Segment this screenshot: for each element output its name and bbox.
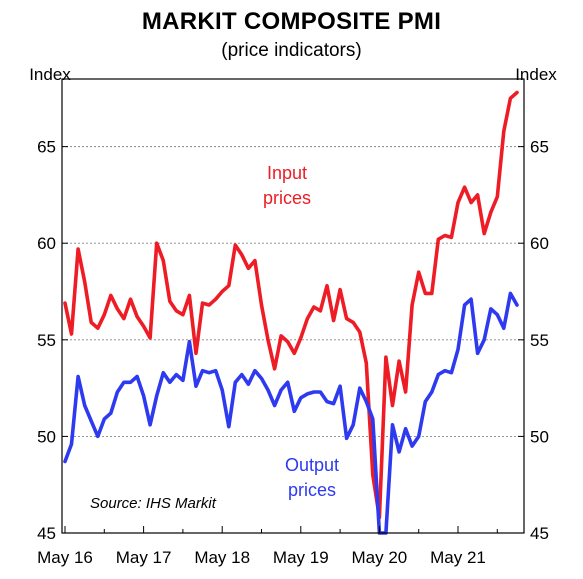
gridlines <box>62 146 524 437</box>
output-prices-line <box>63 291 519 535</box>
series-lines <box>63 90 519 535</box>
x-tick-label-2: May 18 <box>194 548 250 567</box>
y-tick-label-left-60: 60 <box>37 234 56 253</box>
x-tick-label-0: May 16 <box>37 548 93 567</box>
axis-ticks: 45 45 50 50 55 55 60 60 65 65 May 16 May 17 May 18 Ma… <box>37 138 549 567</box>
y-tick-label-left-55: 55 <box>37 331 56 350</box>
chart-title: MARKIT COMPOSITE PMI <box>141 8 442 35</box>
y-tick-label-left-50: 50 <box>37 427 56 446</box>
y-tick-label-right-65: 65 <box>530 138 549 157</box>
chart-subtitle: (price indicators) <box>221 40 362 61</box>
y-axis-label-right: Index <box>515 65 557 84</box>
input-prices-line <box>63 90 519 520</box>
y-tick-label-left-45: 45 <box>37 524 56 543</box>
x-tick-label-1: May 17 <box>116 548 172 567</box>
y-tick-label-right-55: 55 <box>530 331 549 350</box>
y-tick-label-left-65: 65 <box>37 138 56 157</box>
output-prices-label-line2: prices <box>288 480 336 500</box>
source-note: Source: IHS Markit <box>90 495 217 512</box>
x-tick-label-4: May 20 <box>352 548 408 567</box>
y-tick-label-right-50: 50 <box>530 427 549 446</box>
y-axis-label-left: Index <box>29 65 71 84</box>
x-tick-label-5: May 21 <box>430 548 486 567</box>
output-prices-label-line1: Output <box>285 455 339 475</box>
input-prices-label-line2: prices <box>263 188 311 208</box>
x-tick-label-3: May 19 <box>273 548 329 567</box>
plot-frame <box>61 78 525 534</box>
input-prices-label-line1: Input <box>267 163 307 183</box>
y-tick-label-right-60: 60 <box>530 234 549 253</box>
y-tick-label-right-45: 45 <box>530 524 549 543</box>
